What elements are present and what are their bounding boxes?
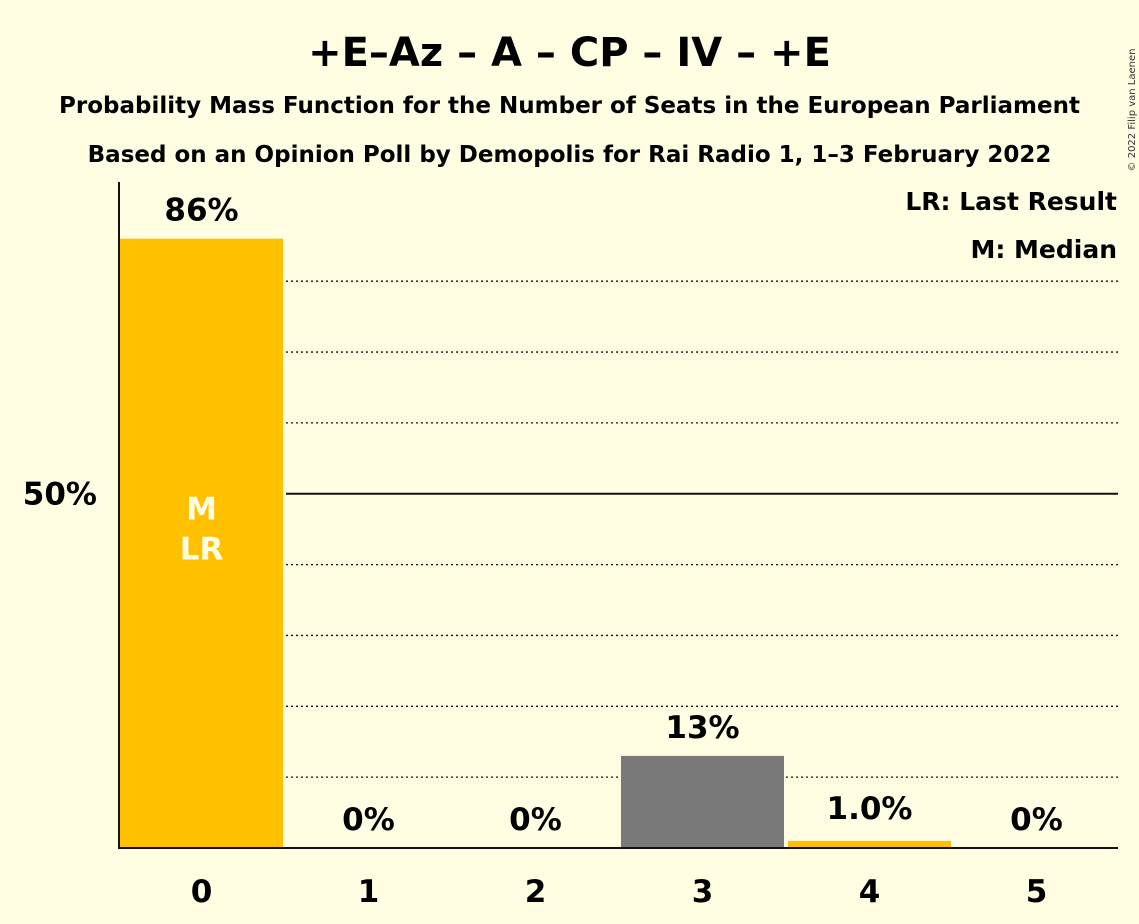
in-bar-marker: LR	[180, 532, 224, 568]
bar-value-label: 13%	[665, 710, 739, 746]
bar-4	[788, 840, 951, 848]
chart-subtitle: Probability Mass Function for the Number…	[59, 93, 1080, 119]
chart-source-line: Based on an Opinion Poll by Demopolis fo…	[88, 142, 1052, 168]
y-tick-label: 50%	[23, 477, 97, 513]
x-tick-label: 1	[358, 874, 380, 910]
x-tick-label: 0	[191, 874, 213, 910]
bar-value-label: 86%	[164, 193, 238, 229]
x-tick-label: 4	[859, 874, 881, 910]
value-labels-group: 86% M LR 0% 0% 13% 1.0% 0%	[164, 193, 1062, 838]
x-tick-label: 2	[525, 874, 547, 910]
legend-median: M: Median	[970, 235, 1117, 264]
x-axis-ticks: 0 1 2 3 4 5	[191, 874, 1048, 910]
x-tick-label: 3	[692, 874, 714, 910]
bar-value-label: 1.0%	[827, 791, 913, 827]
legend-last-result: LR: Last Result	[905, 187, 1117, 216]
in-bar-marker: M	[186, 492, 217, 528]
bar-0	[120, 238, 283, 848]
bar-value-label: 0%	[342, 802, 395, 838]
bar-3	[621, 755, 784, 848]
bars-group	[120, 238, 951, 848]
bar-value-label: 0%	[509, 802, 562, 838]
bar-value-label: 0%	[1010, 802, 1063, 838]
copyright-notice: © 2022 Filip van Laenen	[1127, 49, 1138, 172]
x-tick-label: 5	[1026, 874, 1048, 910]
chart-title: +E–Az – A – CP – IV – +E	[308, 30, 831, 76]
gridlines	[286, 280, 1118, 778]
